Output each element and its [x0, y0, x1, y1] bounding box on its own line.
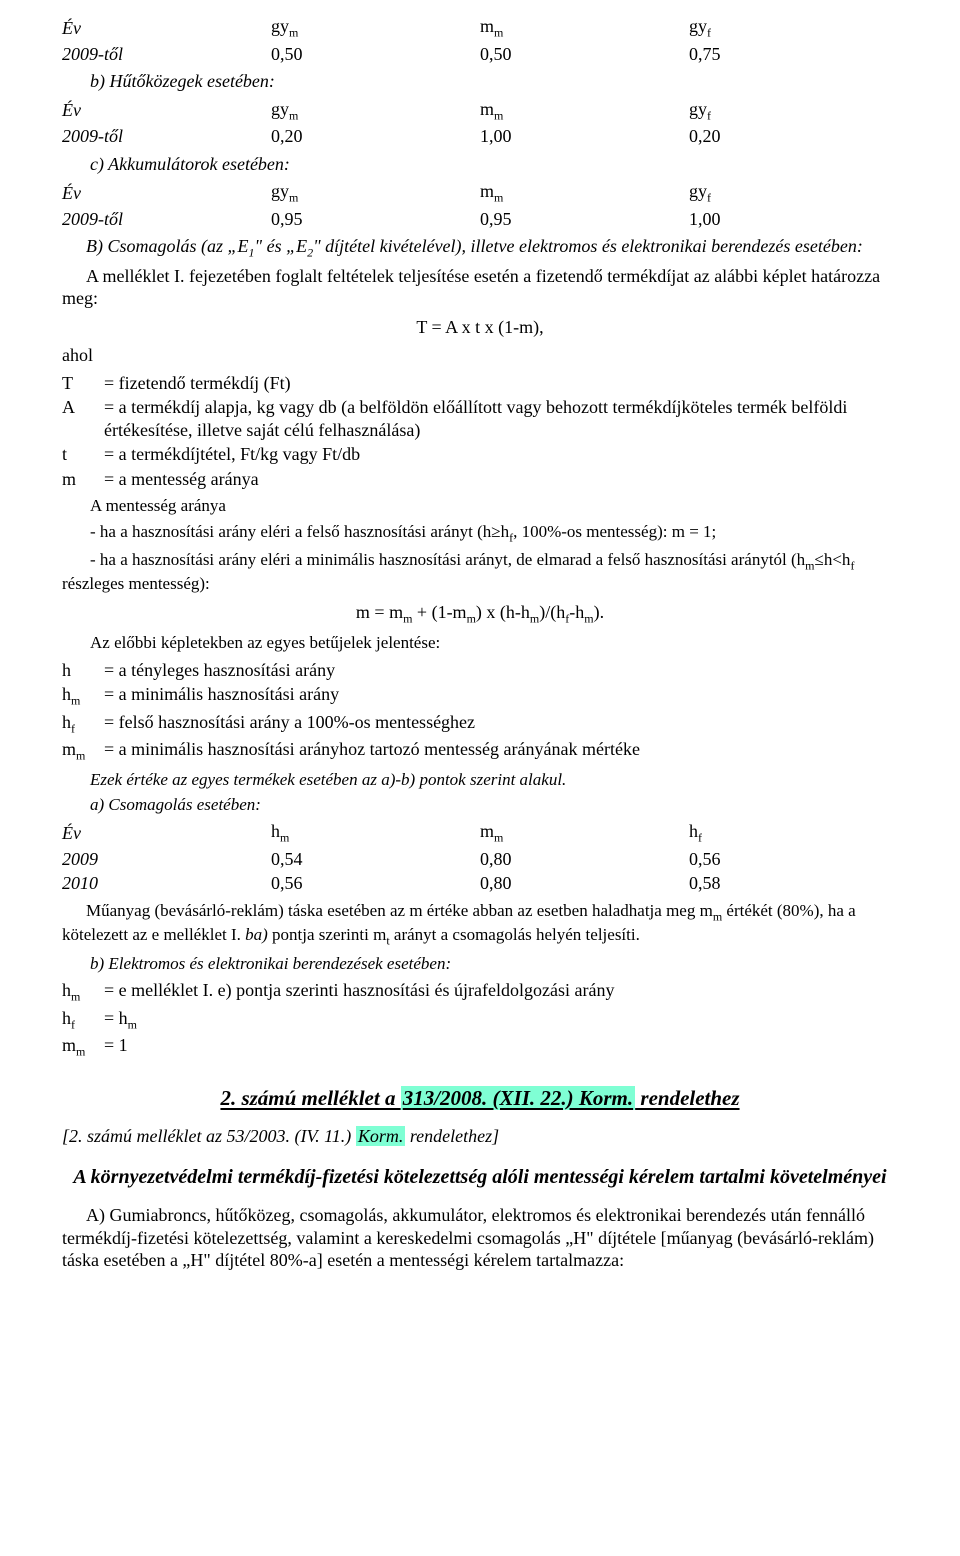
heading-akkumulatorok: c) Akkumulátorok esetében: — [90, 153, 898, 176]
th-gyf: gyf — [689, 14, 898, 42]
b-csomagolas-heading: B) Csomagolás (az „E1" és „E2" díjtétel … — [62, 235, 898, 261]
heading-hutokozegek: b) Hűtőközegek esetében: — [90, 70, 898, 93]
table-row: 2009-től 0,50 0,50 0,75 — [62, 42, 898, 67]
def-row: mm= a minimális hasznosítási arányhoz ta… — [62, 737, 898, 765]
ahol-label: ahol — [62, 344, 898, 367]
def-row: mm= 1 — [62, 1033, 898, 1061]
table-row: 2009-től 0,95 0,95 1,00 — [62, 207, 898, 232]
application-title: A környezetvédelmi termékdíj-fizetési kö… — [62, 1165, 898, 1190]
document-page: Év gym mm gyf 2009-től 0,50 0,50 0,75 b)… — [0, 0, 960, 1556]
table-hutokozegek: Év gym mm gyf 2009-től 0,20 1,00 0,20 — [62, 97, 898, 149]
muanyag-note: Műanyag (bevásárló-reklám) táska esetébe… — [62, 900, 898, 949]
section-A-paragraph: A) Gumiabroncs, hűtőközeg, csomagolás, a… — [62, 1204, 898, 1272]
table-cooling-first: Év gym mm gyf 2009-től 0,50 0,50 0,75 — [62, 14, 898, 66]
def-row: A= a termékdíj alapja, kg vagy db (a bel… — [62, 395, 898, 442]
section-2-title: 2. számú melléklet a 313/2008. (XII. 22.… — [62, 1085, 898, 1111]
mentesseg-case1: - ha a hasznosítási arány eléri a felső … — [90, 521, 898, 545]
b-elektronikai: b) Elektromos és elektronikai berendezés… — [90, 953, 898, 974]
formula-T: T = A x t x (1-m), — [62, 316, 898, 339]
explain-formula: A melléklet I. fejezetében foglalt felté… — [62, 265, 898, 310]
formula-m: m = mm + (1-mm) x (h-hm)/(hf-hm). — [62, 601, 898, 627]
table-row: 2009-től 0,20 1,00 0,20 — [62, 124, 898, 149]
table-csomagolas: Év hm mm hf 2009 0,54 0,80 0,56 2010 0,5… — [62, 819, 898, 896]
def-row: m= a mentesség aránya — [62, 467, 898, 492]
definitions-2: h= a tényleges hasznosítási arány hm= a … — [62, 658, 898, 765]
th-mm: mm — [480, 14, 689, 42]
prev-formula-note: Az előbbi képletekben az egyes betűjelek… — [90, 632, 898, 653]
table-akkumulatorok: Év gym mm gyf 2009-től 0,95 0,95 1,00 — [62, 179, 898, 231]
def-row: hm= e melléklet I. e) pontja szerinti ha… — [62, 978, 898, 1006]
table-row: 2010 0,56 0,80 0,58 — [62, 871, 898, 896]
definitions-3: hm= e melléklet I. e) pontja szerinti ha… — [62, 978, 898, 1061]
def-row: t= a termékdíjtétel, Ft/kg vagy Ft/db — [62, 442, 898, 467]
th-ev: Év — [62, 97, 271, 125]
def-row: hf= hm — [62, 1006, 898, 1034]
table-row: 2009 0,54 0,80 0,56 — [62, 847, 898, 872]
subreference: [2. számú melléklet az 53/2003. (IV. 11.… — [62, 1125, 898, 1148]
def-row: hm= a minimális hasznosítási arány — [62, 682, 898, 710]
def-row: T= fizetendő termékdíj (Ft) — [62, 371, 898, 396]
th-ev: Év — [62, 14, 271, 42]
definitions-1: T= fizetendő termékdíj (Ft) A= a termékd… — [62, 371, 898, 492]
def-row: h= a tényleges hasznosítási arány — [62, 658, 898, 683]
def-row: hf= felső hasznosítási arány a 100%-os m… — [62, 710, 898, 738]
a-csomagolas: a) Csomagolás esetében: — [90, 794, 898, 815]
ezek-erteke: Ezek értéke az egyes termékek esetében a… — [90, 769, 898, 790]
mentesseg-aranya: A mentesség aránya — [90, 495, 898, 516]
mentesseg-case2: - ha a hasznosítási arány eléri a minimá… — [62, 549, 898, 595]
th-gym: gym — [271, 14, 480, 42]
